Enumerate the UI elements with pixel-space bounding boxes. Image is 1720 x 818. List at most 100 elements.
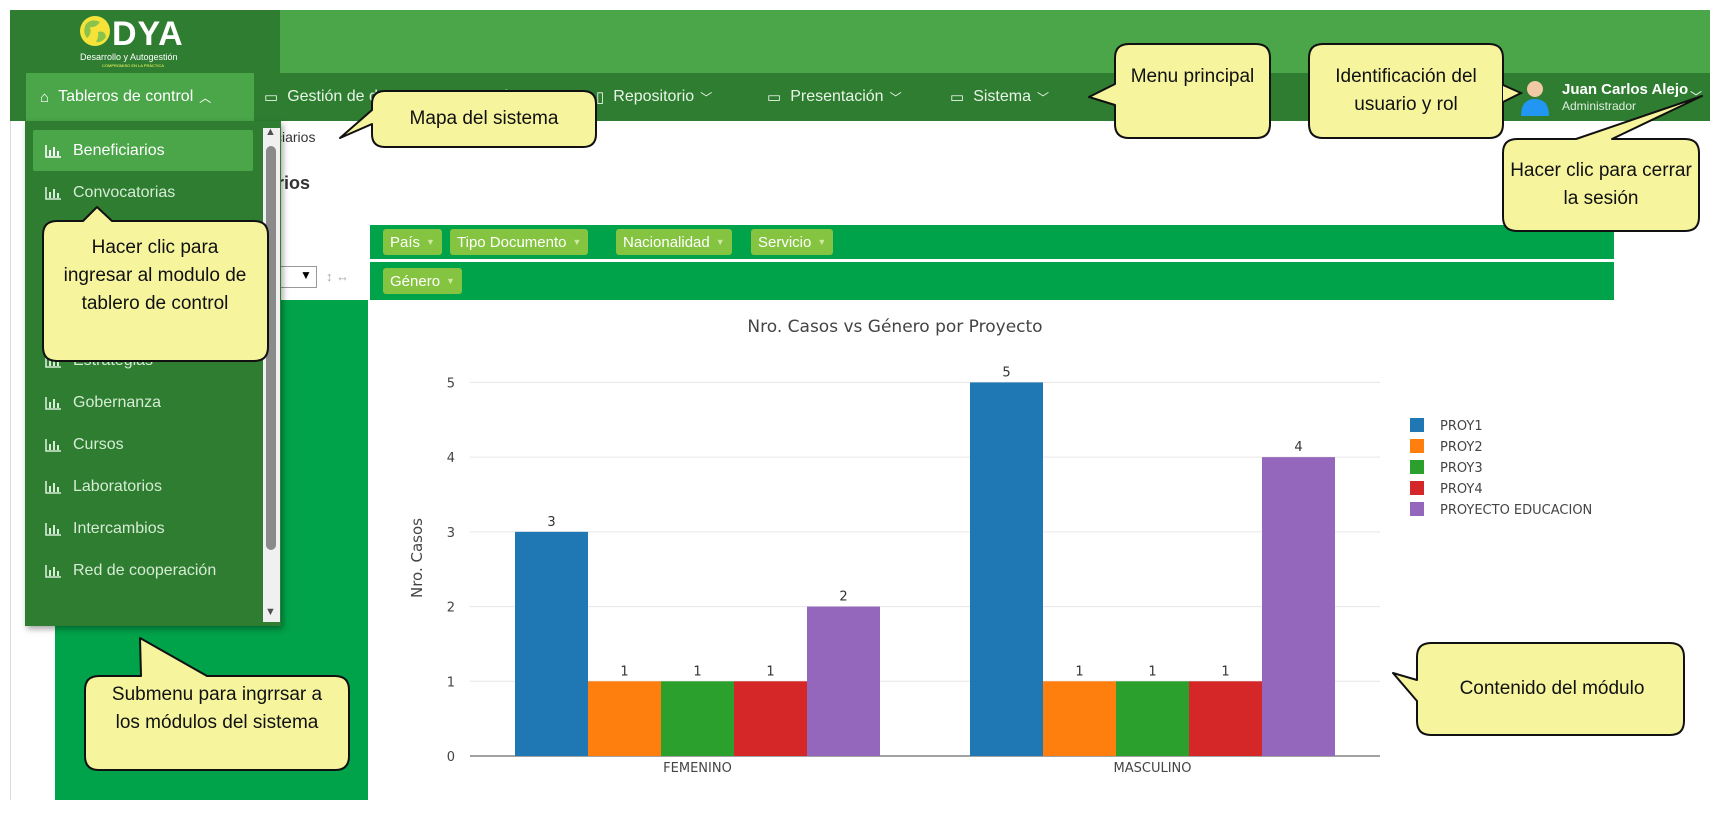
data-label: 2: [839, 590, 847, 605]
legend-label: PROY4: [1440, 482, 1483, 497]
submenu-dropdown: Beneficiarios Convocatorias Ideas Acciones A…: [25, 121, 281, 626]
submenu-item-intercambios[interactable]: Intercambios: [33, 508, 253, 549]
submenu-item-label: Estrategias: [73, 351, 154, 369]
data-label: 1: [620, 664, 628, 679]
data-label: 1: [1075, 664, 1083, 679]
dropdown-triangle-icon: ▼: [572, 237, 582, 247]
nav-label: Tableros de control: [58, 88, 194, 105]
bar-chart-icon: [45, 354, 61, 368]
bar: [661, 681, 734, 756]
monitor-icon: ▭: [950, 89, 965, 106]
chevron-down-icon: ﹀: [1036, 90, 1049, 105]
dropdown-triangle-icon: ▼: [426, 237, 435, 247]
bar: [734, 681, 807, 756]
logo-tagline: COMPROMISO EN LA PRÁCTICA: [102, 63, 165, 68]
user-menu-chevron-icon[interactable]: ﹀: [1690, 90, 1703, 104]
bar: [1262, 457, 1335, 756]
callout-ident-text: Identificación del usuario y rol: [1335, 66, 1477, 115]
legend-label: PROY3: [1440, 461, 1483, 476]
dropdown-triangle-icon: ▼: [446, 276, 455, 286]
logo-text: DYA: [112, 15, 184, 53]
sort-icon[interactable]: ↕ ↔: [326, 269, 350, 284]
data-label: 3: [547, 515, 555, 530]
submenu-scroll-thumb[interactable]: [266, 146, 276, 550]
globe-logo-icon: [80, 16, 110, 46]
legend-swatch: [1410, 439, 1424, 453]
nav-label: Chat: [493, 88, 527, 105]
bar: [807, 606, 880, 756]
chip-label: Servicio: [758, 233, 812, 251]
chip-label: Género: [390, 272, 441, 290]
callout-contenido-text: Contenido del módulo: [1459, 678, 1645, 699]
chevron-up-icon: ︿: [199, 90, 212, 105]
chart-area: Nro. Casos vs Género por Proyecto 0 1 2 3 4 5 N…: [370, 300, 1614, 800]
nav-label: Sistema: [973, 88, 1031, 105]
bar-chart-icon: [45, 438, 61, 452]
bar: [1116, 681, 1189, 756]
callout-submenu-text: Submenu para ingrrsar a los módulos del …: [111, 684, 323, 733]
x-tick-label: FEMENINO: [663, 761, 732, 776]
y-tick-label: 0: [447, 750, 455, 765]
monitor-icon: ▭: [767, 89, 782, 106]
bar-chart-icon: [45, 396, 61, 410]
user-name[interactable]: Juan Carlos Alejo: [1562, 81, 1689, 98]
scroll-up-arrow-icon[interactable]: ▲: [265, 126, 276, 138]
chevron-down-icon: ﹀: [414, 90, 427, 105]
filter-chip-genero[interactable]: Género ▼: [383, 268, 462, 294]
scroll-down-arrow-icon[interactable]: ▼: [265, 606, 276, 618]
submenu-item-label: Convocatorias: [73, 183, 176, 201]
y-tick-label: 5: [447, 376, 455, 391]
user-avatar-icon[interactable]: [1518, 78, 1552, 116]
bar: [1189, 681, 1262, 756]
bar-chart-icon: [45, 522, 61, 536]
submenu-item-estrategias[interactable]: Estrategias: [33, 340, 253, 381]
legend-swatch: [1410, 502, 1424, 516]
legend-swatch: [1410, 418, 1424, 432]
submenu-item-label: Red de cooperación: [73, 561, 217, 579]
y-tick-label: 3: [447, 526, 455, 541]
chip-label: País: [390, 233, 421, 251]
data-label: 1: [1221, 664, 1229, 679]
logo[interactable]: DYA Desarrollo y Autogestión COMPROMISO …: [10, 10, 280, 73]
submenu-item-gobernanza[interactable]: Gobernanza: [33, 382, 253, 423]
nav-tableros-de-control[interactable]: ⌂ Tableros de control ︿: [26, 73, 254, 121]
bar: [970, 382, 1043, 756]
legend-label: PROY1: [1440, 419, 1483, 434]
submenu-item-beneficiarios[interactable]: Beneficiarios: [33, 130, 253, 171]
bar-chart-icon: [45, 144, 61, 158]
chevron-down-icon: ﹀: [532, 90, 545, 105]
data-label: 5: [1002, 365, 1010, 380]
data-label: 1: [766, 664, 774, 679]
filter-chip-pais[interactable]: País ▼: [383, 229, 442, 255]
filter-row-2: Género ▼: [370, 262, 1614, 300]
chevron-down-icon: ﹀: [889, 90, 902, 105]
nav-presentacion[interactable]: ▭ Presentación ﹀: [767, 73, 902, 121]
data-label: 4: [1294, 440, 1302, 455]
nav-sistema[interactable]: ▭ Sistema ﹀: [950, 73, 1049, 121]
filter-row-1: País ▼ Tipo Documento ▼ Nacionalidad ▼ Serv…: [370, 225, 1614, 259]
submenu-item-laboratorios[interactable]: Laboratorios: [33, 466, 253, 507]
data-label: 1: [1148, 664, 1156, 679]
submenu-item-convocatorias[interactable]: Convocatorias: [33, 172, 253, 213]
submenu-item-label: Gobernanza: [73, 393, 162, 411]
chat-icon: ○: [475, 88, 485, 106]
filter-chip-tipo-documento[interactable]: Tipo Documento ▼: [450, 229, 589, 255]
filter-chip-nacionalidad[interactable]: Nacionalidad ▼: [616, 229, 732, 255]
bar-chart: Nro. Casos vs Género por Proyecto 0 1 2 3 4 5 N…: [408, 317, 1592, 776]
submenu-item-red-de-cooperaci-n[interactable]: Red de cooperación: [33, 550, 253, 591]
legend-label: PROYECTO EDUCACION: [1440, 503, 1592, 518]
nav-repositorio[interactable]: ▯ Repositorio ﹀: [596, 73, 712, 121]
submenu-item-label: Laboratorios: [73, 477, 162, 495]
bar: [588, 681, 661, 756]
select-arrow-icon: ▼: [300, 268, 312, 282]
submenu-item-label: Intercambios: [73, 519, 165, 537]
data-label: 1: [693, 664, 701, 679]
dropdown-triangle-icon: ▼: [817, 237, 827, 247]
callout-tablero-text: Hacer clic para ingresar al modulo de ta…: [63, 237, 247, 314]
bar-chart-icon: [45, 564, 61, 578]
bar-chart-icon: [45, 186, 61, 200]
filter-chip-servicio[interactable]: Servicio ▼: [751, 229, 834, 255]
x-tick-label: MASCULINO: [1114, 761, 1192, 776]
submenu-item-cursos[interactable]: Cursos: [33, 424, 253, 465]
